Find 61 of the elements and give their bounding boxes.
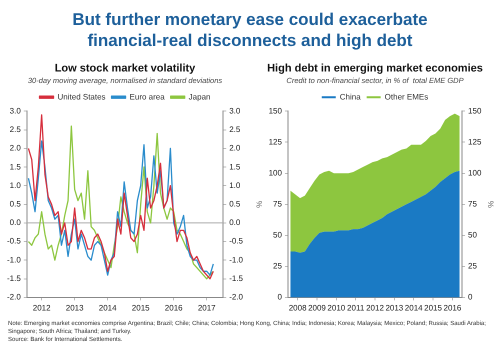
x-tick-label: 2010 <box>327 303 346 312</box>
x-tick-label: 2017 <box>198 303 216 312</box>
y-tick-label: 75 <box>273 200 282 209</box>
y-axis-title: % <box>255 200 264 208</box>
y-tick-label: -2.0 <box>6 292 22 302</box>
y-tick-label: -0.5 <box>6 236 22 246</box>
legend-label: United States <box>58 92 106 102</box>
y2-tick-label: 0.5 <box>229 200 241 209</box>
y-tick-label: 2.5 <box>10 125 22 134</box>
y2-tick-label: 125 <box>468 137 482 146</box>
y-tick-label: 100 <box>268 168 282 178</box>
y2-tick-label: 150 <box>468 106 482 116</box>
legend-label: China <box>340 92 362 102</box>
text: But further monetary ease could exacerbate financial-real disconnects and high debt <box>71 9 429 52</box>
x-tick-label: 2016 <box>443 303 462 312</box>
x-tick-label: 2009 <box>308 303 326 312</box>
y-tick-label: -1.5 <box>6 274 22 283</box>
y-tick-label: 0 <box>277 292 282 302</box>
y2-tick-label: -1.5 <box>229 274 244 283</box>
y2-tick-label: 75 <box>468 200 478 209</box>
y-tick-label: 2.0 <box>10 144 22 153</box>
y2-tick-label: 25 <box>468 262 478 271</box>
x-tick-label: 2012 <box>32 303 52 312</box>
y2-tick-label: 1.0 <box>229 180 241 190</box>
y-tick-label: 1.0 <box>10 180 22 190</box>
y2-tick-label: 0.0 <box>229 218 241 228</box>
legend-label: Japan <box>188 92 210 102</box>
y2-tick-label: 50 <box>468 230 478 240</box>
y2-tick-label: -2.0 <box>229 292 244 302</box>
x-tick-label: 2011 <box>347 303 365 312</box>
y2-tick-label: 2.5 <box>229 125 241 134</box>
chart-title: High debt in emerging market economies <box>267 62 483 75</box>
x-tick-label: 2012 <box>366 303 384 312</box>
x-tick-label: 2014 <box>404 303 424 312</box>
y-tick-label: 3.0 <box>10 106 22 116</box>
y2-tick-label: 1.5 <box>229 162 241 172</box>
x-tick-label: 2014 <box>98 303 118 312</box>
x-tick-label: 2008 <box>288 303 308 312</box>
y-tick-label: 150 <box>268 106 282 116</box>
y-tick-label: 125 <box>268 137 282 146</box>
y2-axis-title: % <box>486 200 495 208</box>
y2-tick-label: -1.0 <box>229 255 244 264</box>
legend-label: Euro area <box>130 92 166 102</box>
y2-tick-label: 0 <box>468 292 474 302</box>
chart-title: Low stock market volatility <box>54 62 196 75</box>
y-tick-label: 0.0 <box>10 218 22 228</box>
x-tick-label: 2013 <box>385 303 404 312</box>
y-tick-label: 25 <box>273 262 282 271</box>
y2-tick-label: 100 <box>468 168 482 178</box>
y-tick-label: 50 <box>273 230 282 240</box>
x-tick-label: 2013 <box>66 303 84 312</box>
legend-label: Other EMEs <box>384 92 428 102</box>
y2-tick-label: -0.5 <box>229 236 244 246</box>
y2-tick-label: 2.0 <box>229 144 241 153</box>
x-tick-label: 2016 <box>164 303 184 312</box>
y-tick-label: 1.5 <box>10 162 22 172</box>
y2-tick-label: 3.0 <box>229 106 241 116</box>
y-tick-label: 0.5 <box>10 200 22 209</box>
x-tick-label: 2015 <box>424 303 442 312</box>
y-tick-label: -1.0 <box>6 255 22 264</box>
x-tick-label: 2015 <box>132 303 150 312</box>
